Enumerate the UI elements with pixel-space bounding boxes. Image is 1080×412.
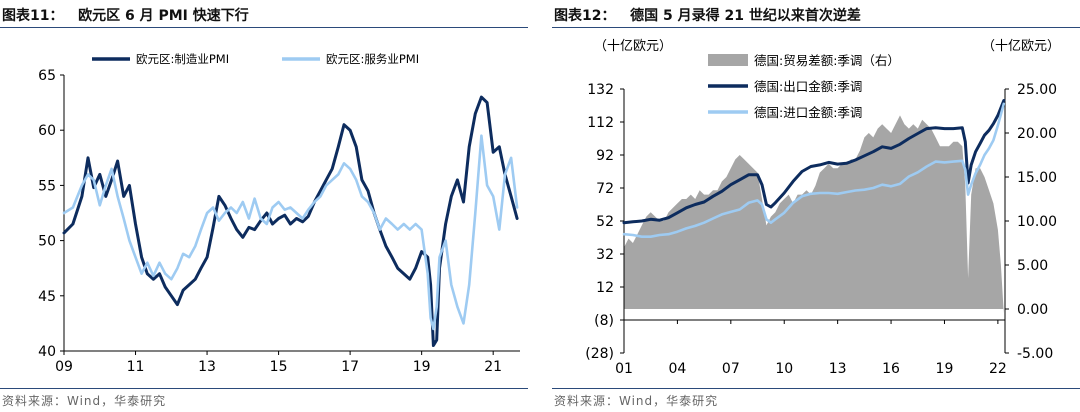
left-y-tick-label: 65 (38, 68, 56, 84)
right-left-tick-label: 112 (587, 115, 614, 131)
right-x-tick-label: 04 (668, 361, 686, 377)
right-x-tick-label: 19 (936, 361, 954, 377)
right-figure-title: 图表12： 德国 5 月录得 21 世纪以来首次逆差 (554, 8, 861, 24)
left-chart: 40 45 50 55 60 65 09 11 13 15 17 19 21 欧元区:制造业PMI 欧元区:… (38, 52, 520, 375)
right-legend-label-3: 德国:进口金额:季调 (754, 105, 862, 120)
right-left-tick-label: (8) (594, 313, 614, 329)
right-right-tick-label: 15.00 (1017, 170, 1057, 186)
right-right-tick-label: 10.00 (1017, 214, 1057, 230)
left-y-tick-label: 40 (38, 344, 56, 360)
left-x-tick-label: 11 (127, 359, 145, 375)
right-x-tick-label: 01 (615, 361, 633, 377)
right-legend-label-2: 德国:出口金额:季调 (754, 79, 862, 94)
right-right-tick-label: 20.00 (1017, 126, 1057, 142)
right-right-tick-label: 0.00 (1017, 302, 1048, 318)
right-left-tick-label: 132 (587, 82, 614, 98)
left-series-line-2 (62, 134, 519, 331)
right-left-axis-unit: （十亿欧元） (594, 39, 672, 54)
left-x-tick-label: 13 (198, 359, 216, 375)
left-y-tick-label: 50 (38, 234, 56, 250)
right-left-tick-label: 32 (596, 247, 614, 263)
left-source-rule (0, 388, 528, 389)
right-left-tick-label: 12 (596, 280, 614, 296)
right-left-tick-label: 92 (596, 148, 614, 164)
right-chart: （十亿欧元） （十亿欧元） 132 112 92 72 52 32 12 (8) (28) 25.00… (585, 39, 1060, 377)
right-right-axis-unit: （十亿欧元） (982, 39, 1060, 54)
right-x-tick-label: 10 (775, 361, 793, 377)
left-x-tick-label: 09 (55, 359, 73, 375)
right-left-tick-label: 72 (596, 181, 614, 197)
left-x-tick-label: 15 (270, 359, 288, 375)
right-left-tick-label: 52 (596, 214, 614, 230)
right-right-tick-label: 25.00 (1017, 82, 1057, 98)
right-series-line-3 (622, 102, 1006, 238)
right-right-tick-label: -5.00 (1017, 346, 1053, 362)
left-source-note: 资料来源：Wind，华泰研究 (2, 394, 167, 408)
right-source-note: 资料来源：Wind，华泰研究 (554, 394, 719, 408)
left-x-tick-label: 19 (413, 359, 431, 375)
left-x-tick-label: 17 (341, 359, 359, 375)
right-legend-swatch-1 (708, 54, 748, 66)
right-series-area-1 (624, 115, 1004, 314)
right-right-tick-label: 5.00 (1017, 258, 1048, 274)
left-x-tick-label: 21 (484, 359, 502, 375)
right-series-line-2 (622, 99, 1006, 225)
left-y-tick-label: 45 (38, 289, 56, 305)
right-legend-label-1: 德国:贸易差额:季调（右） (754, 53, 900, 68)
right-source-rule (552, 388, 1080, 389)
left-series-line-1 (62, 95, 519, 347)
left-y-tick-label: 55 (38, 178, 56, 194)
left-y-tick-label: 60 (38, 123, 56, 139)
right-x-tick-label: 13 (829, 361, 847, 377)
left-figure-title: 图表11： 欧元区 6 月 PMI 快速下行 (2, 8, 249, 24)
right-x-tick-label: 07 (722, 361, 740, 377)
right-title-rule (552, 27, 1080, 28)
left-legend-label-2: 欧元区:服务业PMI (326, 52, 419, 66)
right-figure-panel: 图表12： 德国 5 月录得 21 世纪以来首次逆差 （十亿欧元） （十亿欧元） 1… (552, 0, 1080, 412)
left-figure-panel: 图表11： 欧元区 6 月 PMI 快速下行 40 45 50 55 60 65 09 11 1… (0, 0, 528, 412)
right-x-tick-label: 16 (882, 361, 900, 377)
right-x-tick-label: 22 (989, 361, 1007, 377)
right-left-tick-label: (28) (585, 346, 614, 362)
left-legend-label-1: 欧元区:制造业PMI (136, 52, 229, 66)
left-title-rule (0, 27, 528, 28)
